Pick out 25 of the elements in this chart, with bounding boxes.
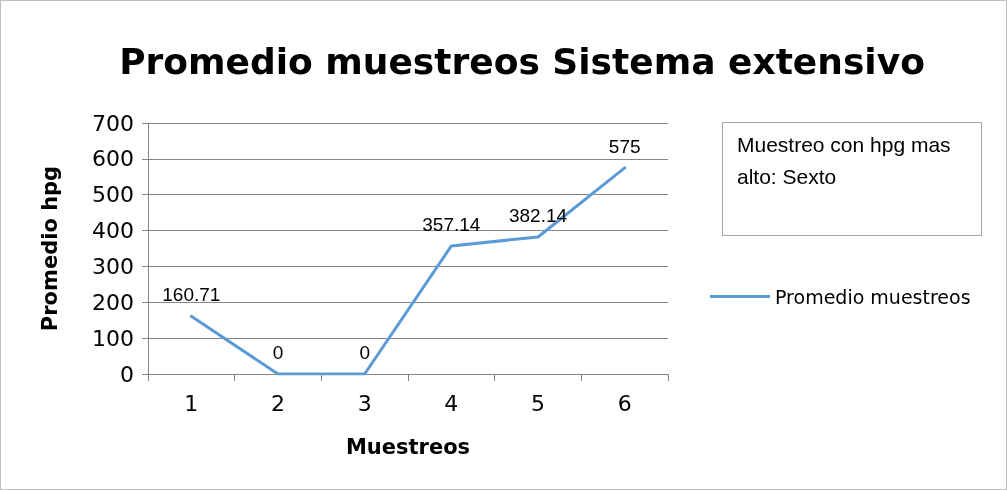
text: Muestreo con hpg mas alto: Sexto	[722, 122, 982, 236]
y-tick-label: 700	[92, 110, 134, 136]
y-axis-title: Promedio hpg	[37, 165, 62, 332]
x-tick-label: 6	[617, 390, 632, 416]
x-axis-title: Muestreos	[345, 434, 471, 459]
x-tick-label: 3	[357, 390, 372, 416]
x-tick-label: 2	[271, 390, 285, 416]
y-tick-label: 0	[120, 361, 134, 387]
x-tick-label: 1	[184, 390, 199, 416]
x-tick-label: 4	[444, 390, 459, 416]
y-tick-label: 500	[92, 182, 134, 208]
y-tick-label: 400	[92, 218, 134, 244]
y-tick-label: 300	[92, 253, 134, 279]
data-label: 382.14	[508, 204, 568, 226]
data-label: 575	[608, 135, 641, 157]
y-tick-label: 600	[92, 146, 134, 172]
data-label: 357.14	[422, 213, 481, 235]
y-tick-label: 200	[92, 289, 134, 315]
chart-title: Promedio muestreos Sistema extensivo	[119, 40, 925, 82]
x-tick-label: 5	[531, 390, 545, 416]
legend-label: Promedio muestreos	[775, 285, 971, 308]
data-label: 160.71	[162, 284, 221, 306]
y-tick-label: 100	[92, 325, 134, 351]
data-label: 0	[359, 342, 370, 363]
data-label: 0	[272, 342, 284, 363]
